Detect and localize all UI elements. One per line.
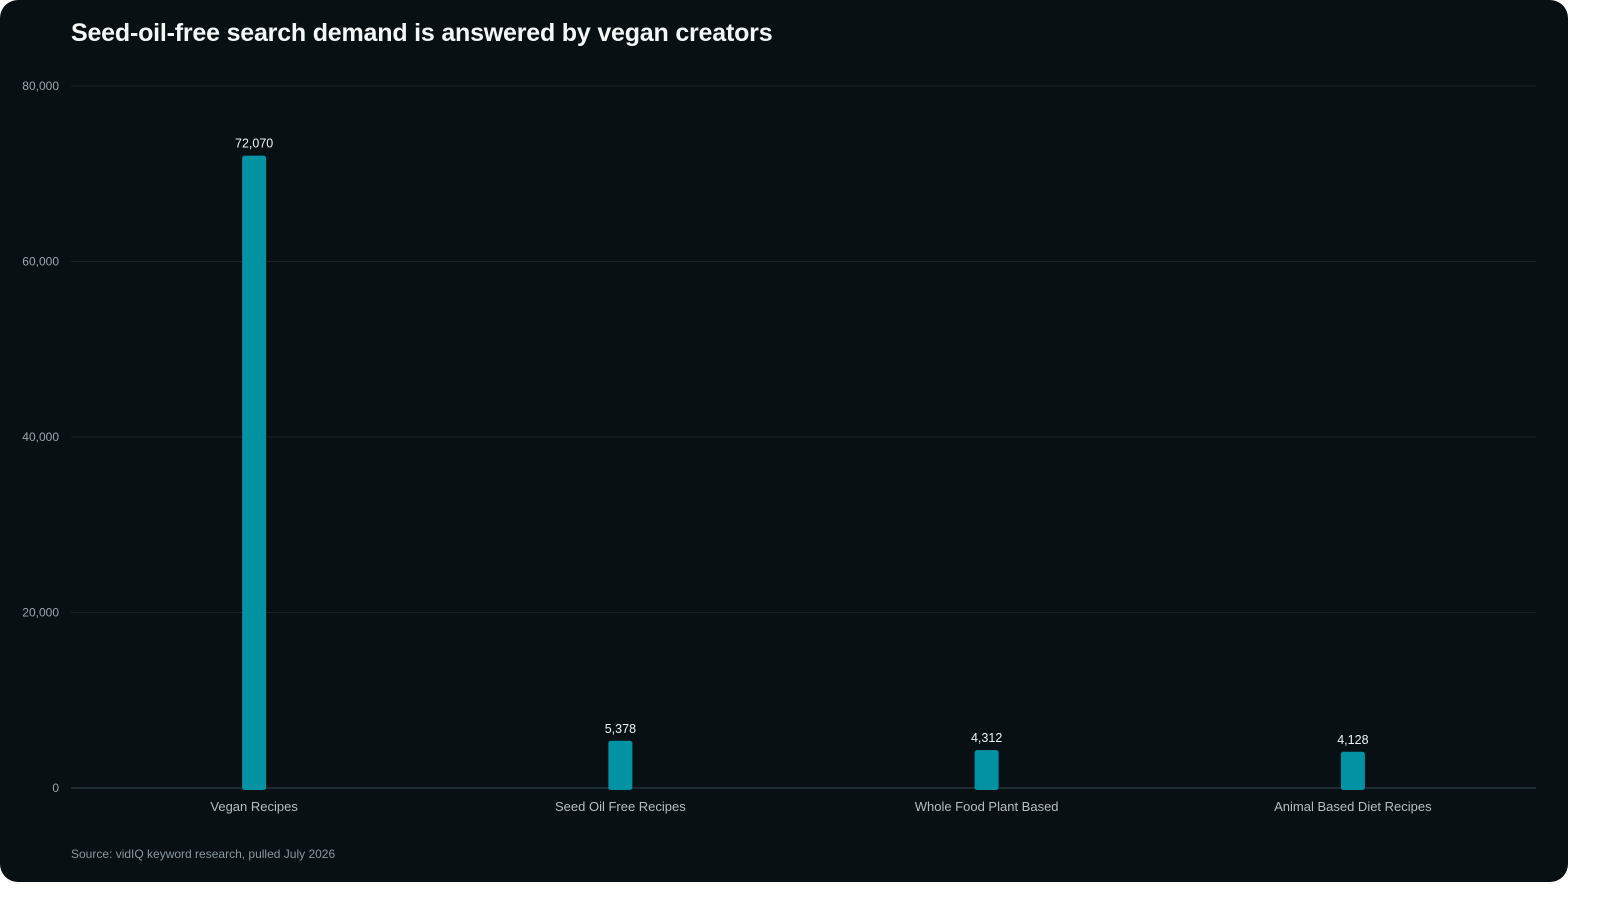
- x-tick-label: Seed Oil Free Recipes: [555, 799, 686, 814]
- x-tick-label: Animal Based Diet Recipes: [1274, 799, 1432, 814]
- data-label: 4,128: [1337, 733, 1368, 747]
- y-tick-label: 40,000: [22, 430, 59, 444]
- y-tick-label: 80,000: [22, 79, 59, 93]
- bar: [1340, 751, 1365, 790]
- chart-title: Seed-oil-free search demand is answered …: [71, 19, 773, 47]
- y-tick-label: 0: [52, 781, 59, 795]
- bar: [608, 740, 633, 790]
- y-tick-label: 20,000: [22, 606, 59, 620]
- bars: 72,070 5,378 4,312 4,128: [235, 137, 1369, 790]
- x-tick-label: Vegan Recipes: [210, 799, 298, 814]
- gridlines: [71, 85, 1536, 789]
- data-label: 5,378: [605, 722, 636, 736]
- bar: [974, 750, 999, 790]
- data-label: 72,070: [235, 137, 273, 151]
- data-label: 4,312: [971, 731, 1002, 745]
- bar-chart: 0 20,000 40,000 60,000 80,000 72,070 5,378 4,3…: [22, 79, 1536, 814]
- y-tick-label: 60,000: [22, 255, 59, 269]
- bar: [242, 155, 267, 790]
- x-axis-labels: Vegan Recipes Seed Oil Free Recipes Whole …: [210, 799, 1432, 814]
- source-note: Source: vidIQ keyword research, pulled J…: [71, 847, 336, 861]
- x-tick-label: Whole Food Plant Based: [915, 799, 1059, 814]
- chart-card: Seed-oil-free search demand is answered …: [0, 0, 1568, 882]
- y-axis-ticks: 0 20,000 40,000 60,000 80,000: [22, 79, 59, 795]
